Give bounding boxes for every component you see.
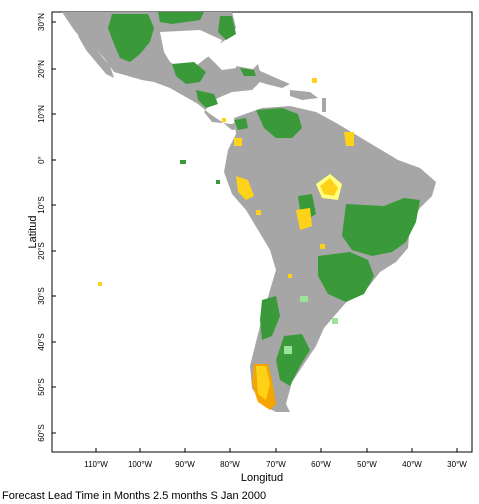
y-axis-title: Latitud bbox=[27, 215, 39, 248]
forecast-caption: Forecast Lead Time in Months 2.5 months … bbox=[2, 490, 266, 502]
green-cell-galapagos bbox=[180, 160, 186, 164]
yellow-cell-4 bbox=[320, 244, 325, 249]
lat-tick-label: 60°S bbox=[37, 424, 46, 441]
lon-tick-label: 70°W bbox=[266, 460, 286, 469]
lat-tick-label: 10°N bbox=[37, 105, 46, 123]
lat-tick-label: 20°S bbox=[37, 242, 46, 259]
yellow-region-colombia bbox=[234, 138, 242, 146]
light-green-cell-2 bbox=[284, 346, 292, 354]
longitude-ticks: 110°W 100°W 90°W 80°W 70°W 60°W 50°W 40°… bbox=[84, 460, 467, 469]
green-region-mexico-north bbox=[108, 14, 154, 62]
latitude-ticks: 30°N 20°N 10°N 0° 10°S 20°S 30°S 40°S 50… bbox=[37, 13, 46, 442]
lon-tick-label: 90°W bbox=[175, 460, 195, 469]
yellow-region-north bbox=[344, 132, 354, 146]
gulf-of-mexico bbox=[160, 30, 222, 70]
lon-tick-label: 100°W bbox=[128, 460, 153, 469]
yellow-cell-3 bbox=[256, 210, 261, 215]
green-region-brazil-east bbox=[342, 198, 420, 256]
green-cell-dot bbox=[216, 180, 220, 184]
yellow-region-patagonia bbox=[256, 366, 270, 400]
yellow-cell-5 bbox=[98, 282, 102, 286]
green-region-chile-central bbox=[260, 296, 280, 340]
green-region-yucatan bbox=[172, 62, 206, 84]
green-region-colombia-west bbox=[234, 118, 248, 130]
lat-tick-label: 50°S bbox=[37, 378, 46, 395]
frame-ticks bbox=[52, 21, 458, 452]
lon-tick-label: 110°W bbox=[84, 460, 108, 469]
lat-tick-label: 0° bbox=[37, 156, 46, 164]
lon-tick-label: 40°W bbox=[402, 460, 422, 469]
lat-tick-label: 10°S bbox=[37, 196, 46, 213]
green-region-venezuela bbox=[256, 108, 302, 138]
light-green-cell-1 bbox=[300, 296, 308, 302]
light-green-cell-3 bbox=[332, 318, 338, 324]
yellow-cell-6 bbox=[288, 274, 292, 278]
lat-tick-label: 20°N bbox=[37, 60, 46, 78]
green-region-brazil-southeast bbox=[318, 252, 374, 302]
lat-tick-label: 40°S bbox=[37, 333, 46, 350]
lon-tick-label: 30°W bbox=[447, 460, 467, 469]
lon-tick-label: 50°W bbox=[357, 460, 377, 469]
lat-tick-label: 30°S bbox=[37, 287, 46, 304]
yellow-region-bolivia bbox=[296, 208, 312, 230]
lesser-antilles bbox=[322, 98, 326, 112]
green-region-texas bbox=[158, 12, 204, 24]
yellow-cell-2 bbox=[222, 118, 226, 122]
green-region-florida bbox=[218, 16, 236, 40]
green-region-central-america bbox=[196, 90, 218, 108]
lat-tick-label: 30°N bbox=[37, 13, 46, 31]
forecast-cells bbox=[98, 12, 420, 410]
yellow-region-amazon bbox=[320, 178, 338, 196]
green-region-cuba bbox=[240, 68, 256, 76]
lon-tick-label: 60°W bbox=[311, 460, 331, 469]
x-axis-title: Longitud bbox=[241, 472, 283, 484]
baja-california-land bbox=[78, 34, 114, 78]
hispaniola bbox=[290, 90, 318, 100]
yellow-cell-1 bbox=[312, 78, 317, 83]
yellow-region-peru bbox=[236, 176, 254, 200]
lon-tick-label: 80°W bbox=[220, 460, 240, 469]
